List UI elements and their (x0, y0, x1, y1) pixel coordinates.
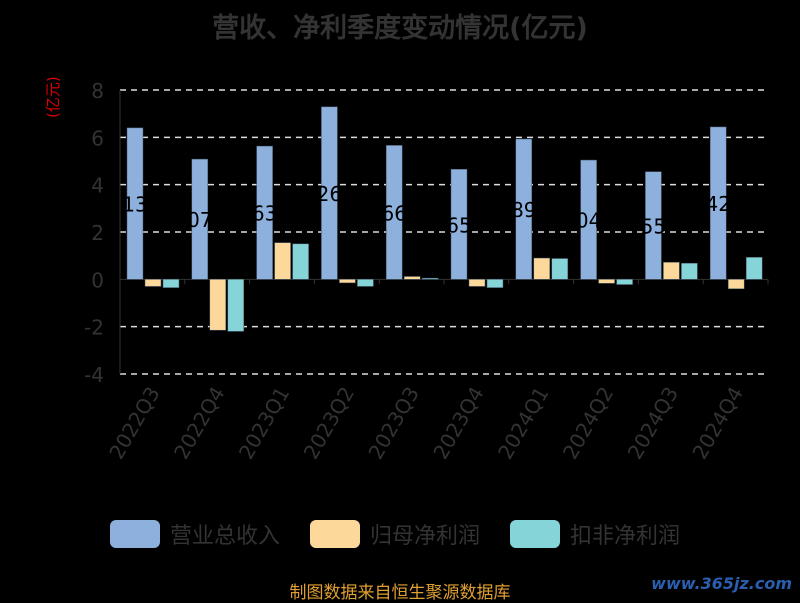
bar-1 (209, 279, 227, 331)
bar-0 (515, 138, 533, 280)
x-tick-label: 2022Q3 (104, 383, 164, 464)
bar-2 (616, 279, 633, 285)
data-label: 07 (187, 208, 212, 232)
data-label: 65 (446, 213, 471, 237)
bar-1 (533, 257, 551, 280)
bar-0 (321, 106, 338, 280)
x-tick-label: 2023Q4 (428, 383, 488, 464)
bar-1 (339, 279, 356, 284)
y-tick-label: -4 (84, 363, 104, 387)
bar-0 (450, 169, 468, 280)
x-tick-label: 2023Q2 (299, 383, 359, 464)
y-tick-label: 8 (91, 79, 104, 103)
source-note: 制图数据来自恒生聚源数据库 (289, 583, 511, 603)
bar-2 (292, 243, 309, 280)
bar-2 (227, 279, 245, 332)
bar-chart: -4 -2 0 2 4 6 8 13 2022Q3 07 2022Q4 63 2023Q1 26 2023Q… (84, 79, 769, 464)
y-tick-label: 4 (91, 174, 104, 198)
legend-label: 扣非净利润 (570, 524, 681, 549)
bar-0 (256, 145, 273, 280)
y-tick-label: 0 (91, 268, 104, 292)
bar-2 (681, 262, 698, 280)
bar-2 (551, 258, 569, 280)
bar-1 (403, 276, 421, 280)
y-tick-label: 6 (91, 126, 104, 150)
bar-1 (727, 279, 745, 290)
bar-0 (709, 126, 727, 280)
legend-label: 归母净利润 (370, 524, 481, 549)
data-label: 04 (576, 209, 601, 233)
bar-1 (468, 279, 486, 287)
x-tick-label: 2024Q4 (687, 383, 747, 464)
bar-1 (598, 279, 615, 284)
data-label: 13 (122, 193, 147, 217)
x-tick-label: 2024Q2 (558, 383, 618, 464)
data-label: 55 (641, 214, 666, 238)
y-tick-label: -2 (84, 316, 104, 340)
bar-1 (144, 279, 162, 287)
bar-0 (191, 158, 209, 280)
bar-1 (274, 242, 291, 280)
y-tick-label: 2 (91, 221, 104, 245)
data-label: 66 (381, 201, 406, 225)
data-label: 26 (317, 182, 342, 206)
x-tick-label: 2023Q3 (363, 383, 423, 464)
bar-1 (663, 262, 680, 280)
bar-0 (126, 127, 144, 280)
legend-item-net-profit[interactable]: 归母净利润 (310, 518, 480, 550)
data-label: 89 (511, 198, 536, 222)
legend-label: 营业总收入 (170, 524, 281, 549)
bar-0 (645, 171, 662, 280)
chart-title: 营收、净利季度变动情况(亿元) (212, 13, 588, 44)
x-tick-label: 2024Q3 (623, 383, 683, 464)
bar-0 (385, 145, 403, 280)
bar-0 (580, 159, 597, 280)
x-tick-label: 2023Q1 (234, 383, 294, 464)
data-label: 63 (252, 202, 277, 226)
bar-2 (357, 279, 374, 287)
bar-2 (745, 257, 763, 280)
x-tick-label: 2024Q1 (493, 383, 553, 464)
legend-item-deducted-profit[interactable]: 扣非净利润 (510, 518, 680, 550)
watermark: www.365jz.com (651, 574, 792, 593)
legend-item-revenue[interactable]: 营业总收入 (110, 518, 280, 550)
bar-2 (421, 277, 439, 280)
bar-2 (486, 279, 504, 288)
data-label: 42 (705, 192, 730, 216)
bar-2 (162, 279, 180, 288)
x-tick-label: 2022Q4 (169, 383, 229, 464)
